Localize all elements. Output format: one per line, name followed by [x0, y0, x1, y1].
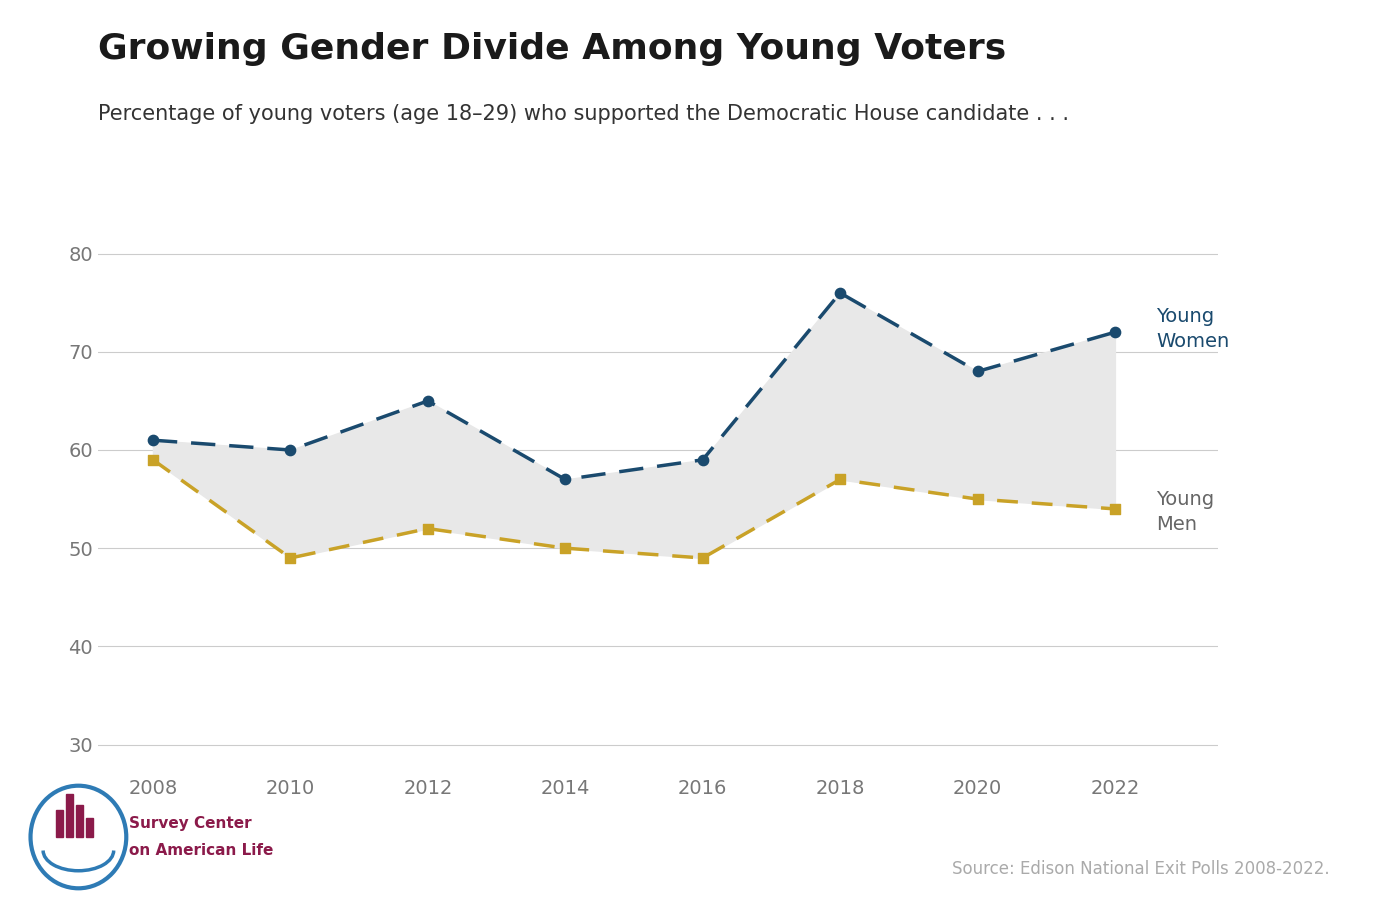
Text: Survey Center: Survey Center	[129, 816, 252, 831]
Text: Young
Women: Young Women	[1156, 307, 1229, 351]
Point	[966, 364, 988, 379]
Point	[692, 551, 714, 565]
Point	[966, 492, 988, 507]
Text: on American Life: on American Life	[129, 843, 273, 858]
Point	[417, 521, 440, 535]
Point	[554, 541, 577, 555]
Text: Percentage of young voters (age 18–29) who supported the Democratic House candid: Percentage of young voters (age 18–29) w…	[98, 104, 1070, 123]
Point	[141, 453, 164, 467]
Point	[417, 393, 440, 408]
Point	[279, 551, 301, 565]
Point	[554, 472, 577, 487]
Point	[692, 453, 714, 467]
Point	[279, 443, 301, 457]
Point	[1103, 501, 1126, 516]
Bar	[85, 818, 92, 837]
Text: Growing Gender Divide Among Young Voters: Growing Gender Divide Among Young Voters	[98, 32, 1007, 66]
Text: Young
Men: Young Men	[1156, 490, 1214, 534]
Bar	[56, 810, 63, 837]
Point	[141, 433, 164, 447]
Bar	[66, 794, 73, 837]
Point	[1103, 325, 1126, 339]
Point	[829, 472, 851, 487]
Text: Source: Edison National Exit Polls 2008-2022.: Source: Edison National Exit Polls 2008-…	[952, 860, 1330, 878]
Bar	[76, 805, 83, 837]
Point	[829, 285, 851, 300]
